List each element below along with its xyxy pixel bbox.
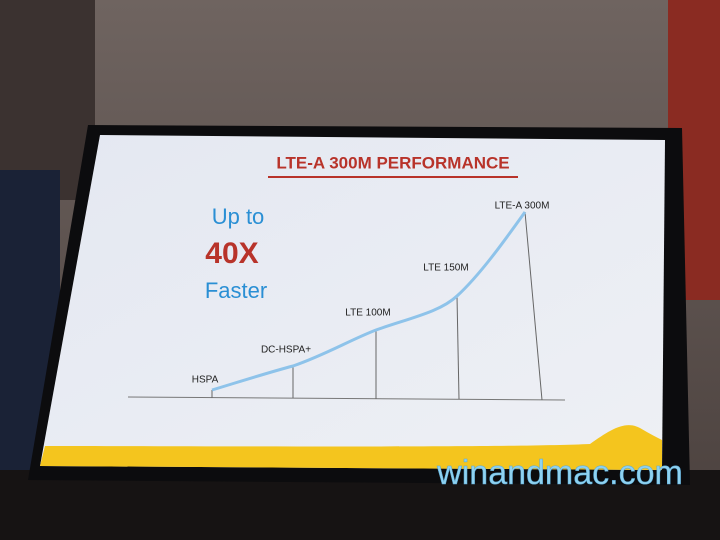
curve-label: DC-HSPA+ [261, 345, 311, 356]
curve-label: LTE-A 300M [495, 201, 550, 212]
headline-line3: Faster [205, 278, 267, 303]
baseline [127, 396, 566, 401]
headline-line2: 40X [205, 237, 258, 270]
drop-line [524, 211, 543, 401]
curve-label: LTE 150M [423, 263, 468, 274]
drop-line [456, 295, 460, 400]
growth-curve [211, 211, 527, 392]
watermark: winandmac.com [436, 454, 683, 492]
curve-label: HSPA [192, 375, 219, 386]
wall-shadow [0, 0, 95, 200]
curve-label: LTE 100M [345, 308, 390, 319]
slide-title: LTE-A 300M PERFORMANCE [276, 153, 509, 172]
drop-lines [211, 211, 543, 401]
headline-line1: Up to [212, 204, 265, 229]
tv-screen [40, 135, 665, 470]
yellow-band [40, 425, 662, 470]
